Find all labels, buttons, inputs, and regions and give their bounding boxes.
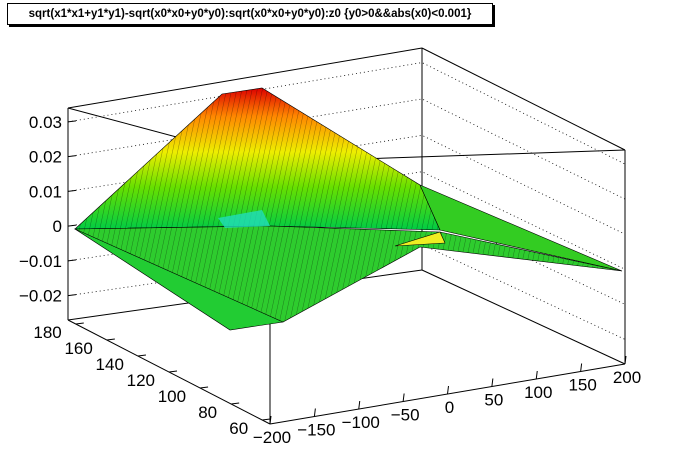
x-tick-label: 100 [524, 383, 552, 402]
z-tick-mark [67, 224, 77, 227]
y-tick-label: 160 [64, 339, 92, 358]
z-tick-label: 0.02 [29, 148, 62, 167]
y-tick-label: 100 [158, 387, 186, 406]
surface-peak-mesh [75, 88, 440, 230]
z-grid-line [67, 134, 626, 235]
x-tick-mark [580, 363, 583, 372]
frame-edge [421, 47, 626, 151]
y-tick-mark [137, 354, 146, 357]
z-tick-mark [67, 155, 77, 158]
grid-lines [67, 62, 626, 340]
y-tick-label: 120 [127, 371, 155, 390]
x-tick-mark [402, 393, 405, 402]
z-axis-ticks: −0.02 −0.01 0 0.01 0.02 0.03 [19, 113, 77, 306]
x-tick-label: −150 [297, 421, 335, 440]
x-tick-mark [491, 378, 494, 387]
x-tick-mark [535, 370, 538, 380]
z-tick-mark [67, 120, 77, 123]
x-tick-label: −50 [391, 406, 420, 425]
x-tick-mark [447, 385, 449, 395]
x-tick-label: 150 [568, 376, 596, 395]
y-tick-label: 80 [198, 403, 217, 422]
z-tick-label: 0.03 [29, 113, 62, 132]
x-tick-mark [358, 400, 361, 410]
z-tick-mark [67, 294, 77, 297]
y-tick-mark [75, 322, 84, 325]
x-tick-mark [269, 415, 272, 425]
x-tick-label: −100 [342, 413, 380, 432]
frame-edge [421, 269, 626, 365]
x-tick-mark [313, 408, 316, 417]
z-tick-label: 0 [53, 217, 62, 236]
z-grid-line [67, 171, 626, 270]
z-tick-label: −0.02 [19, 287, 62, 306]
x-tick-mark [624, 355, 627, 365]
z-tick-label: −0.01 [19, 252, 62, 271]
surface-front-mesh [75, 226, 622, 322]
y-tick-mark [262, 418, 271, 421]
y-tick-mark [200, 386, 209, 389]
x-axis-ticks: −200 −150 −100 −50 0 50 100 150 200 [253, 355, 641, 447]
y-tick-mark [231, 402, 240, 405]
surface-ridge-highlight [394, 231, 446, 247]
x-tick-label: 50 [484, 391, 503, 410]
frame-edge [67, 47, 423, 109]
chart-title: sqrt(x1*x1+y1*y1)-sqrt(x0*x0+y0*y0):sqrt… [28, 8, 472, 20]
z-tick-label: 0.01 [29, 182, 62, 201]
x-tick-label: −200 [253, 428, 291, 447]
y-tick-label: 140 [96, 355, 124, 374]
surface-mesh [74, 87, 623, 331]
surface-right-wing [419, 184, 623, 272]
x-tick-label: 0 [445, 398, 454, 417]
chart-title-box: sqrt(x1*x1+y1*y1)-sqrt(x0*x0+y0*y0):sqrt… [7, 3, 493, 25]
x-tick-label: 200 [613, 368, 641, 387]
y-tick-mark [168, 370, 178, 373]
y-tick-label: 60 [229, 419, 248, 438]
z-tick-mark [67, 259, 77, 262]
z-tick-mark [67, 189, 77, 192]
surface-cyan-patch [218, 210, 270, 228]
y-tick-label: 180 [33, 323, 61, 342]
y-tick-mark [106, 338, 115, 341]
